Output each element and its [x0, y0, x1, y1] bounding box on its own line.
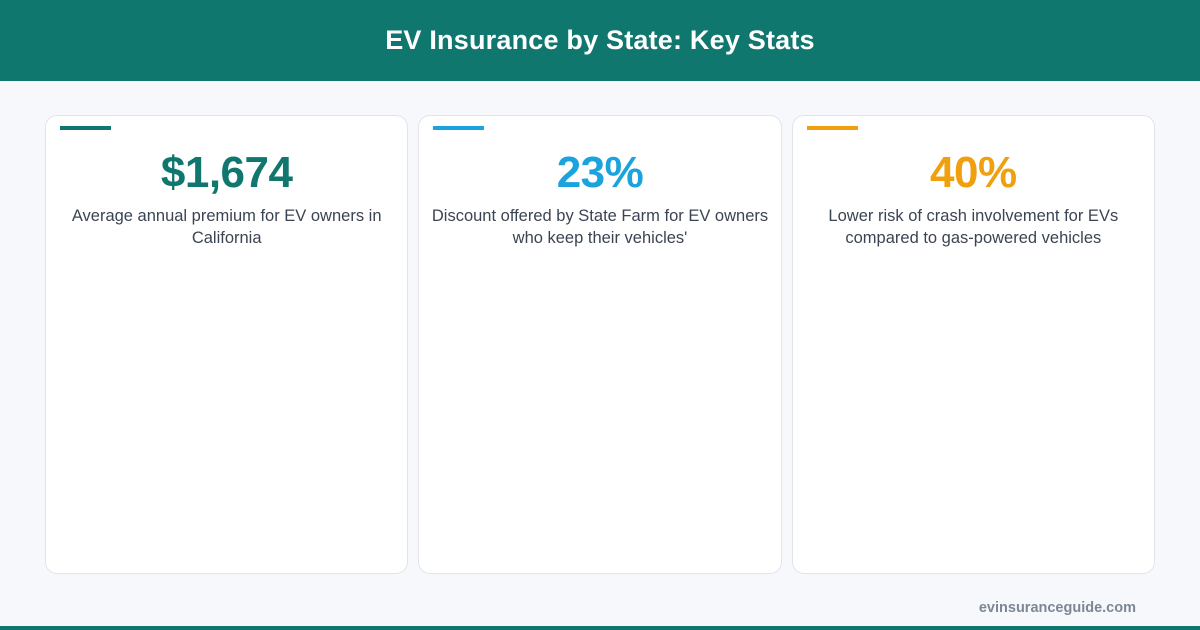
- stat-description: Average annual premium for EV owners in …: [71, 207, 382, 247]
- stat-card-crash-risk: 40% Lower risk of crash involvement for …: [791, 115, 1155, 574]
- stat-description: Lower risk of crash involvement for EVs …: [828, 207, 1119, 247]
- stat-value: $1,674: [160, 148, 293, 197]
- page-title: EV Insurance by State: Key Stats: [385, 25, 815, 55]
- stat-card-discount: 23% Discount offered by State Farm for E…: [418, 115, 782, 574]
- site-url: evinsuranceguide.com: [978, 600, 1136, 616]
- header-banner: EV Insurance by State: Key Stats: [0, 0, 1200, 81]
- stat-card-premium: $1,674 Average annual premium for EV own…: [45, 115, 409, 574]
- stat-value: 23%: [556, 148, 644, 197]
- bottom-accent-bar: [0, 626, 1200, 630]
- accent-bar: [806, 126, 858, 130]
- stat-cards: $1,674 Average annual premium for EV own…: [45, 115, 1155, 576]
- stat-value: 40%: [930, 148, 1017, 197]
- accent-bar: [433, 126, 485, 130]
- accent-bar: [60, 126, 111, 130]
- stat-description: Discount offered by State Farm for EV ow…: [431, 207, 769, 247]
